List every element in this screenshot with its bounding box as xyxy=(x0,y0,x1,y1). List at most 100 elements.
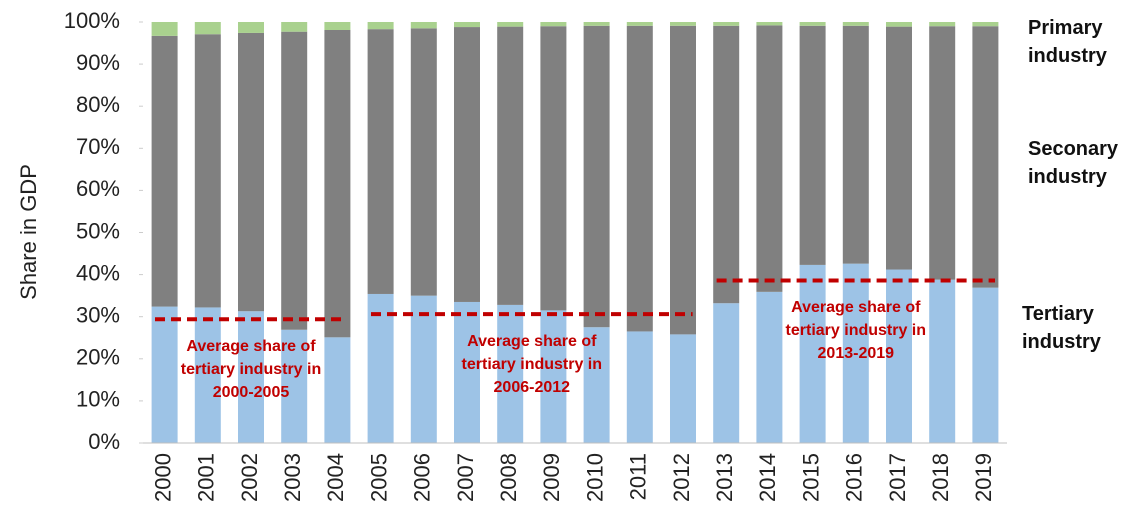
bar-segment xyxy=(324,29,351,338)
bar-segment xyxy=(454,301,480,443)
bar-segment xyxy=(929,22,956,27)
bar-segment xyxy=(626,331,653,443)
bar-segment xyxy=(497,304,524,443)
bar-segment xyxy=(454,27,480,302)
bar-segment xyxy=(281,22,308,32)
bar-segment xyxy=(626,22,653,26)
average-annotation: Average share of tertiary industry in 20… xyxy=(180,338,322,402)
x-tick-label: 2010 xyxy=(582,453,607,502)
x-tick-label: 2007 xyxy=(453,453,478,502)
bar-segment xyxy=(497,22,524,27)
bar-segment xyxy=(972,287,999,443)
y-tick-label: 90% xyxy=(76,50,120,75)
bar-segment xyxy=(497,26,524,305)
bar-segment xyxy=(324,337,351,443)
bar-segment xyxy=(454,22,480,28)
bar-segment xyxy=(929,279,956,443)
x-tick-label: 2015 xyxy=(798,453,823,502)
bar-segment xyxy=(238,32,264,312)
average-annotation: Average share of tertiary industry in 20… xyxy=(785,299,927,363)
y-tick-label: 10% xyxy=(76,387,120,412)
bar-segment xyxy=(540,310,567,443)
bar-segment xyxy=(194,307,221,443)
bar-segment xyxy=(194,22,221,35)
x-tick-label: 2014 xyxy=(755,453,780,502)
x-tick-label: 2017 xyxy=(885,453,910,502)
series-label: Primary industry xyxy=(1028,17,1107,67)
bar-segment xyxy=(151,35,178,307)
x-tick-label: 2002 xyxy=(237,453,262,502)
y-tick-label: 70% xyxy=(76,134,120,159)
y-tick-label: 30% xyxy=(76,303,120,328)
x-tick-label: 2005 xyxy=(366,453,391,502)
y-tick-label: 20% xyxy=(76,345,120,370)
bar-segment xyxy=(670,25,696,335)
bar-segment xyxy=(238,22,264,33)
series-label: Seconary industry xyxy=(1028,138,1119,188)
bar-segment xyxy=(583,22,610,26)
bar-segment xyxy=(799,25,826,265)
bar-segment xyxy=(886,26,912,270)
bar-segment xyxy=(151,22,178,36)
bar-segment xyxy=(972,22,999,27)
y-tick-label: 50% xyxy=(76,218,120,243)
bar-segment xyxy=(756,22,783,26)
bar-segment xyxy=(799,22,826,26)
bar-segment xyxy=(540,22,567,27)
y-tick-label: 60% xyxy=(76,176,120,201)
x-tick-label: 2003 xyxy=(280,453,305,502)
bar-segment xyxy=(670,334,696,443)
bar-segment xyxy=(410,22,437,29)
y-tick-label: 100% xyxy=(64,8,120,33)
bar-segment xyxy=(626,25,653,332)
bar-segment xyxy=(972,26,999,288)
bar-segment xyxy=(281,329,308,443)
y-tick-label: 40% xyxy=(76,260,120,285)
bar-segment xyxy=(929,26,956,280)
bar-segment xyxy=(756,291,783,443)
x-tick-label: 2018 xyxy=(928,453,953,502)
x-tick-label: 2011 xyxy=(626,453,651,500)
bar-segment xyxy=(410,28,437,296)
bar-segment xyxy=(583,327,610,443)
y-tick-label: 80% xyxy=(76,92,120,117)
bar-segment xyxy=(756,25,783,292)
bar-segment xyxy=(842,25,869,264)
bar-segment xyxy=(367,293,394,443)
y-axis-label: Share in GDP xyxy=(16,164,41,300)
series-label: Tertiary industry xyxy=(1022,303,1101,353)
bar-segment xyxy=(238,311,264,443)
x-tick-label: 2004 xyxy=(323,453,348,502)
x-tick-label: 2001 xyxy=(194,453,219,502)
bar-segment xyxy=(583,25,610,328)
bar-segment xyxy=(194,34,221,308)
average-annotation: Average share of tertiary industry in 20… xyxy=(461,333,603,397)
bar-segment xyxy=(886,22,912,27)
x-tick-label: 2012 xyxy=(669,453,694,502)
bar-segment xyxy=(670,22,696,26)
bar-segment xyxy=(713,25,740,304)
y-tick-label: 0% xyxy=(88,429,120,454)
x-tick-label: 2008 xyxy=(496,453,521,502)
bar-segment xyxy=(713,22,740,26)
bar-segment xyxy=(886,269,912,443)
bar-segment xyxy=(540,26,567,311)
bar-segment xyxy=(842,263,869,443)
bar-segment xyxy=(410,295,437,443)
x-tick-label: 2013 xyxy=(712,453,737,502)
bar-segment xyxy=(151,306,178,443)
x-tick-label: 2019 xyxy=(971,453,996,502)
x-tick-label: 2000 xyxy=(150,453,175,502)
x-tick-label: 2016 xyxy=(842,453,867,502)
bar-segment xyxy=(799,264,826,443)
bar-segment xyxy=(842,22,869,26)
bar-segment xyxy=(367,22,394,30)
bar-segment xyxy=(367,29,394,294)
bar-segment xyxy=(281,31,308,330)
x-tick-label: 2009 xyxy=(539,453,564,502)
bar-segment xyxy=(713,303,740,443)
bar-segment xyxy=(324,22,351,30)
x-tick-label: 2006 xyxy=(410,453,435,502)
